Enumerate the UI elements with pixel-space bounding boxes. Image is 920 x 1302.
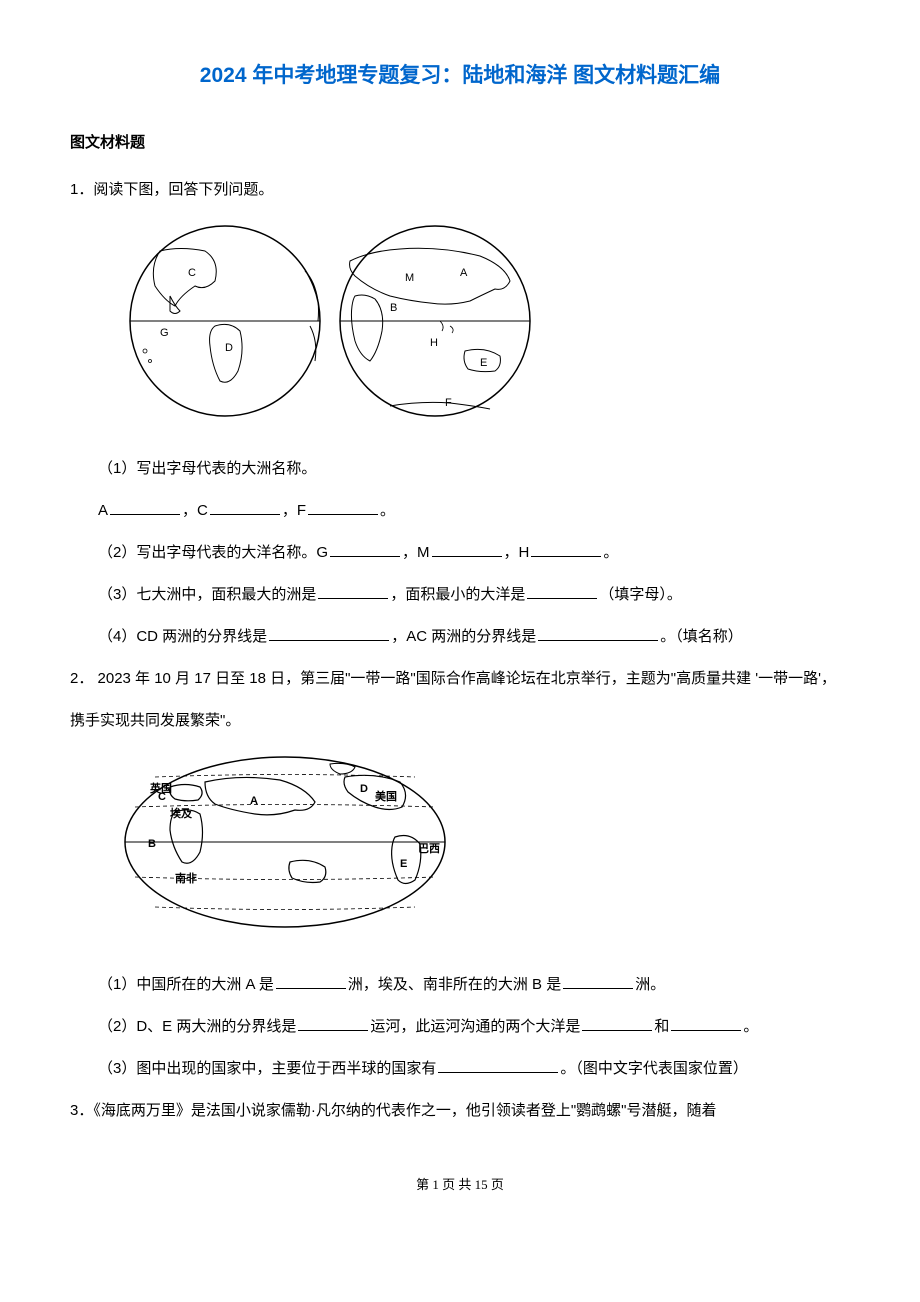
- q1-sub2-pre: （2）写出字母代表的大洋名称。G: [98, 544, 328, 561]
- q1-sub2: （2）写出字母代表的大洋名称。G ，M ，H 。: [70, 532, 850, 574]
- q1-sub1-c: ，C: [182, 502, 208, 519]
- q2-sub1-mid: 洲，埃及、南非所在的大洲 B 是: [348, 976, 561, 993]
- q1-sub3-pre: （3）七大洲中，面积最大的洲是: [98, 586, 316, 603]
- q1-sub2-end: 。: [603, 544, 618, 561]
- svg-text:E: E: [480, 357, 487, 369]
- blank-g[interactable]: [330, 539, 400, 557]
- q1-sub4-end: 。（填名称）: [660, 628, 743, 645]
- page-title: 2024 年中考地理专题复习：陆地和海洋 图文材料题汇编: [70, 60, 850, 92]
- svg-text:美国: 美国: [375, 789, 397, 803]
- q2-sub2-end: 。: [743, 1018, 758, 1035]
- svg-text:H: H: [430, 337, 438, 349]
- svg-text:C: C: [158, 791, 166, 803]
- blank-continent-a[interactable]: [276, 971, 346, 989]
- svg-text:巴西: 巴西: [418, 842, 440, 855]
- svg-text:G: G: [160, 327, 169, 339]
- section-header: 图文材料题: [70, 122, 850, 164]
- blank-largest[interactable]: [318, 581, 388, 599]
- question-3: 3．《海底两万里》是法国小说家儒勒·凡尔纳的代表作之一，他引领读者登上"鹦鹉螺"…: [70, 1090, 850, 1132]
- blank-ocean2[interactable]: [671, 1013, 741, 1031]
- svg-text:南非: 南非: [175, 871, 197, 885]
- blank-cd-boundary[interactable]: [269, 623, 389, 641]
- q1-sub3-end: （填字母）。: [599, 586, 682, 603]
- q1-sub1-blanks: A ，C ，F 。: [70, 490, 850, 532]
- dual-globe-map: C D G A B M H E: [120, 221, 540, 421]
- svg-text:D: D: [225, 342, 233, 354]
- svg-text:C: C: [188, 267, 196, 279]
- globe-map-container: C D G A B M H E: [70, 221, 850, 438]
- blank-m[interactable]: [432, 539, 502, 557]
- q2-sub2-pre: （2）D、E 两大洲的分界线是: [98, 1018, 296, 1035]
- q1-sub3-mid: ，面积最小的大洋是: [390, 586, 525, 603]
- question-1: 1．阅读下图，回答下列问题。 C D G: [70, 169, 850, 658]
- q2-sub1: （1）中国所在的大洲 A 是 洲，埃及、南非所在的大洲 B 是 洲。: [70, 964, 850, 1006]
- blank-ac-boundary[interactable]: [538, 623, 658, 641]
- blank-smallest[interactable]: [527, 581, 597, 599]
- q3-intro: 3．《海底两万里》是法国小说家儒勒·凡尔纳的代表作之一，他引领读者登上"鹦鹉螺"…: [70, 1090, 850, 1132]
- q2-sub2-mid: 运河，此运河沟通的两个大洋是: [370, 1018, 580, 1035]
- q2-intro: 2． 2023 年 10 月 17 日至 18 日，第三届"一带一路"国际合作高…: [70, 658, 850, 742]
- q2-sub2-and: 和: [654, 1018, 669, 1035]
- q1-sub1-end: 。: [380, 502, 395, 519]
- svg-text:埃及: 埃及: [170, 806, 193, 820]
- world-map-container: 英国 C 埃及 A 美国 D B 南非 巴西 E: [70, 752, 850, 949]
- q2-sub3-end: 。（图中文字代表国家位置）: [560, 1060, 748, 1077]
- svg-text:B: B: [148, 838, 156, 850]
- q1-sub2-m: ，M: [402, 544, 430, 561]
- blank-c[interactable]: [210, 497, 280, 515]
- svg-text:F: F: [445, 397, 452, 409]
- svg-text:E: E: [400, 858, 407, 870]
- question-2: 2． 2023 年 10 月 17 日至 18 日，第三届"一带一路"国际合作高…: [70, 658, 850, 1090]
- blank-west-hemisphere[interactable]: [438, 1055, 558, 1073]
- q1-sub2-h: ，H: [504, 544, 530, 561]
- q2-sub3-pre: （3）图中出现的国家中，主要位于西半球的国家有: [98, 1060, 436, 1077]
- blank-canal[interactable]: [298, 1013, 368, 1031]
- q1-sub1: （1）写出字母代表的大洲名称。: [70, 448, 850, 490]
- blank-f[interactable]: [308, 497, 378, 515]
- q2-sub1-pre: （1）中国所在的大洲 A 是: [98, 976, 274, 993]
- blank-continent-b[interactable]: [563, 971, 633, 989]
- blank-h[interactable]: [531, 539, 601, 557]
- q1-sub1-f: ，F: [282, 502, 306, 519]
- svg-text:A: A: [250, 795, 258, 807]
- q1-sub4: （4）CD 两洲的分界线是 ，AC 两洲的分界线是 。（填名称）: [70, 616, 850, 658]
- q1-sub4-mid: ，AC 两洲的分界线是: [391, 628, 536, 645]
- blank-ocean1[interactable]: [582, 1013, 652, 1031]
- q2-sub1-end: 洲。: [635, 976, 665, 993]
- blank-a[interactable]: [110, 497, 180, 515]
- svg-text:M: M: [405, 272, 414, 284]
- q1-sub4-pre: （4）CD 两洲的分界线是: [98, 628, 267, 645]
- svg-text:A: A: [460, 267, 468, 279]
- svg-text:D: D: [360, 783, 368, 795]
- q1-intro: 1．阅读下图，回答下列问题。: [70, 169, 850, 211]
- page-footer: 第 1 页 共 15 页: [70, 1167, 850, 1203]
- q2-sub3: （3）图中出现的国家中，主要位于西半球的国家有 。（图中文字代表国家位置）: [70, 1048, 850, 1090]
- world-map: 英国 C 埃及 A 美国 D B 南非 巴西 E: [120, 752, 450, 932]
- svg-text:B: B: [390, 302, 397, 314]
- q1-sub1-a: A: [98, 502, 108, 519]
- q1-sub3: （3）七大洲中，面积最大的洲是 ，面积最小的大洋是 （填字母）。: [70, 574, 850, 616]
- q2-sub2: （2）D、E 两大洲的分界线是 运河，此运河沟通的两个大洋是 和 。: [70, 1006, 850, 1048]
